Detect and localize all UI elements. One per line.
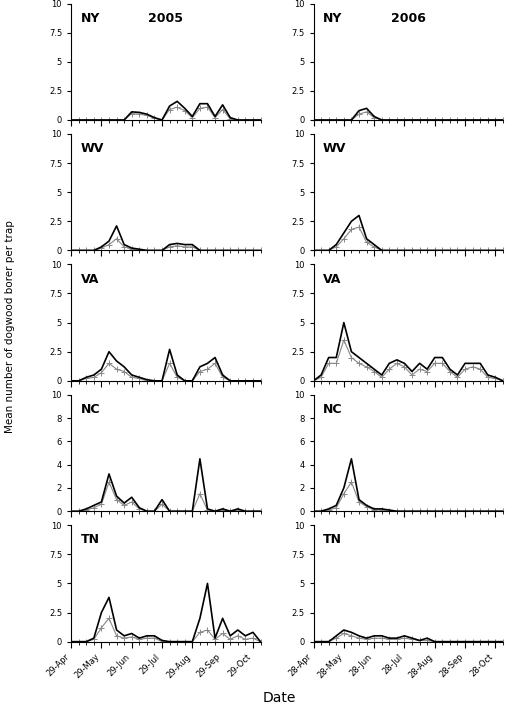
Text: WV: WV <box>323 142 346 155</box>
Text: NY: NY <box>81 11 100 25</box>
Text: VA: VA <box>323 272 341 286</box>
Text: 2006: 2006 <box>391 11 426 25</box>
Text: VA: VA <box>81 272 99 286</box>
Text: Date: Date <box>263 691 296 705</box>
Text: TN: TN <box>81 533 100 547</box>
Text: NC: NC <box>323 403 342 416</box>
Text: NY: NY <box>323 11 342 25</box>
Text: WV: WV <box>81 142 104 155</box>
Text: NC: NC <box>81 403 100 416</box>
Text: TN: TN <box>323 533 342 547</box>
Text: Mean number of dogwood borer per trap: Mean number of dogwood borer per trap <box>5 220 15 432</box>
Text: 2005: 2005 <box>148 11 183 25</box>
